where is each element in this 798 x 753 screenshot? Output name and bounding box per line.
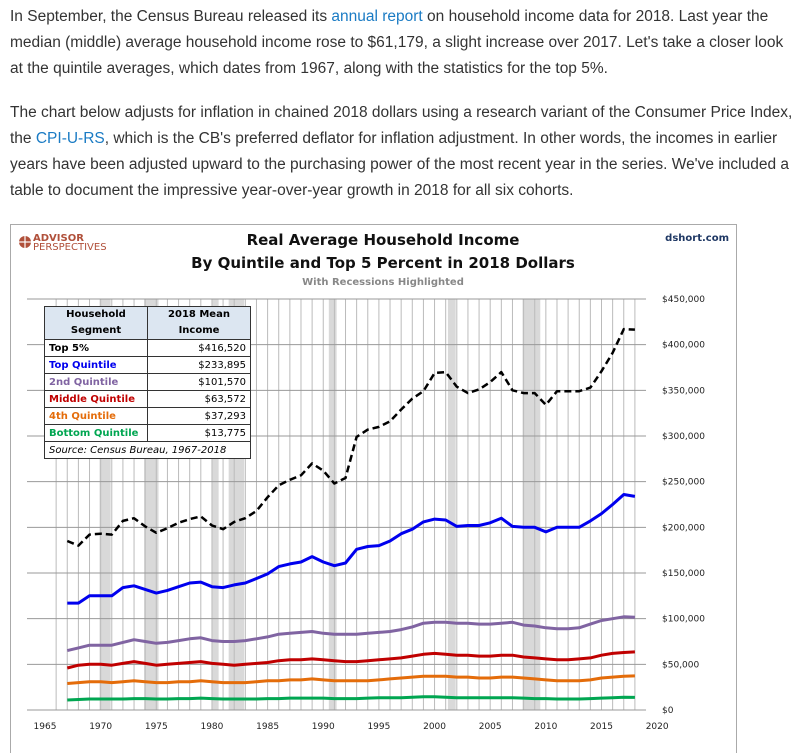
chart-image: ADVISOR PERSPECTIVES Real Average Househ… [10,224,737,753]
y-tick-label: $50,000 [662,660,699,670]
text: on household income data for 2018. Last … [10,8,784,77]
y-tick-label: $200,000 [662,523,705,533]
y-tick-label: $0 [662,706,674,716]
table-row: Middle Quintile $63,572 [44,390,251,408]
x-tick-label: 1990 [312,722,335,732]
segment-cell: Top Quintile [44,356,148,374]
income-cell: $63,572 [147,390,251,408]
income-chart: ADVISOR PERSPECTIVES Real Average Househ… [19,231,729,732]
text: , which is the CB's preferred deflator f… [10,130,789,199]
y-axis-ticks: $0 $50,000 $100,000 $150,000 $200,000 $250,00… [662,295,705,716]
table-row: 2nd Quintile $101,570 [44,373,251,391]
x-tick-label: 2020 [646,722,669,732]
y-tick-label: $400,000 [662,341,705,351]
income-cell: $101,570 [147,373,251,391]
recession-band [447,299,456,710]
x-tick-label: 2005 [479,722,502,732]
methodology-paragraph: The chart below adjusts for inflation in… [10,100,795,204]
table-row: 4th Quintile $37,293 [44,407,251,425]
chart-subtitle: With Recessions Highlighted [302,277,464,288]
income-cell: $416,520 [147,339,251,357]
table-row: Top Quintile $233,895 [44,356,251,374]
x-tick-label: 1995 [367,722,390,732]
x-tick-label: 1980 [200,722,223,732]
series-line-middle-quintile [66,650,635,670]
dshort-label: dshort.com [665,233,729,244]
y-tick-label: $450,000 [662,295,705,305]
segment-cell: Middle Quintile [44,390,148,408]
series-line-top-5- [66,327,635,547]
series-line-top-quintile [67,493,636,605]
x-tick-label: 1965 [34,722,57,732]
segment-cell: 4th Quintile [44,407,148,425]
y-tick-label: $150,000 [662,569,705,579]
y-tick-label: $350,000 [662,386,705,396]
income-cell: $233,895 [147,356,251,374]
x-tick-label: 1970 [89,722,112,732]
x-tick-label: 1985 [256,722,279,732]
series-lines [66,327,636,702]
cpi-u-rs-link[interactable]: CPI-U-RS [35,130,105,147]
income-cell: $37,293 [147,407,251,425]
table-row: Bottom Quintile $13,775 [44,424,251,442]
svg-text:PERSPECTIVES: PERSPECTIVES [33,242,107,253]
table-row: Top 5% $416,520 [44,339,251,357]
svg-text:ADVISOR: ADVISOR [33,233,84,244]
segment-cell: Bottom Quintile [44,424,148,442]
x-tick-label: 2000 [423,722,446,732]
header-income: 2018 Mean Income [147,306,251,340]
income-table: Household Segment 2018 Mean Income Top 5%… [44,306,251,459]
x-tick-label: 1975 [145,722,168,732]
annual-report-link[interactable]: annual report [331,8,423,25]
text: The chart below adjusts for inflation in… [10,104,793,147]
chart-title-line2: By Quintile and Top 5 Percent in 2018 Do… [191,254,575,272]
intro-paragraph: In September, the Census Bureau released… [10,4,795,82]
x-tick-label: 2010 [534,722,557,732]
segment-cell: 2nd Quintile [44,373,148,391]
x-tick-label: 2015 [590,722,613,732]
segment-cell: Top 5% [44,339,148,357]
recession-band [328,299,337,710]
y-tick-label: $250,000 [662,478,705,488]
series-line-2nd-quintile [66,615,635,653]
table-source: Source: Census Bureau, 1967-2018 [44,441,251,459]
recession-band [211,299,219,710]
series-line-4th-quintile [67,674,635,685]
chart-title-line1: Real Average Household Income [247,231,520,249]
y-tick-label: $100,000 [662,615,705,625]
recession-band [99,299,111,710]
income-cell: $13,775 [147,424,251,442]
y-tick-label: $300,000 [662,432,705,442]
header-segment: Household Segment [44,306,148,340]
x-axis-ticks: 1965 1970 1975 1980 1985 1990 1995 2000 2005 2010… [34,722,669,732]
advisor-perspectives-logo: ADVISOR PERSPECTIVES [19,233,107,253]
series-line-bottom-quintile [67,695,635,702]
recession-band [522,299,541,710]
text: In September, the Census Bureau released… [10,8,332,25]
